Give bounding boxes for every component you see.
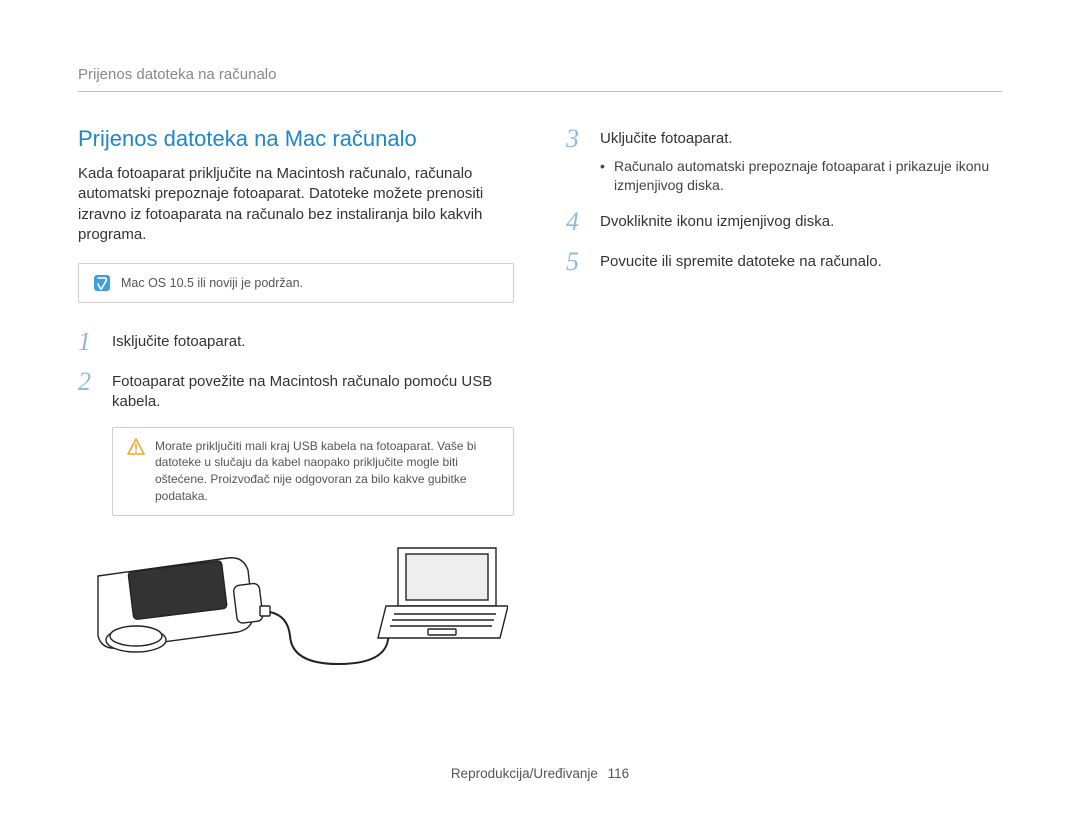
steps-left: 1 Isključite fotoaparat. 2 Fotoaparat po… xyxy=(78,329,514,413)
step-item: 5 Povucite ili spremite datoteke na raču… xyxy=(566,249,1002,275)
step-number: 4 xyxy=(566,209,586,235)
usb-connection-illustration xyxy=(78,536,514,691)
section-title: Prijenos datoteka na Mac računalo xyxy=(78,126,514,152)
step-sublist: Računalo automatski prepoznaje fotoapara… xyxy=(600,157,1002,195)
step-sub-text: Računalo automatski prepoznaje fotoapara… xyxy=(600,157,1002,195)
step-item: 2 Fotoaparat povežite na Macintosh račun… xyxy=(78,369,514,413)
page-footer: Reprodukcija/Uređivanje 116 xyxy=(0,766,1080,781)
footer-text: Reprodukcija/Uređivanje xyxy=(451,766,598,781)
step-item: 3 Uključite fotoaparat. Računalo automat… xyxy=(566,126,1002,195)
warning-box: Morate priključiti mali kraj USB kabela … xyxy=(112,427,514,516)
steps-right: 3 Uključite fotoaparat. Računalo automat… xyxy=(566,126,1002,275)
step-item: 1 Isključite fotoaparat. xyxy=(78,329,514,355)
note-box: Mac OS 10.5 ili noviji je podržan. xyxy=(78,263,514,303)
step-text: Fotoaparat povežite na Macintosh računal… xyxy=(112,369,514,413)
step-text: Isključite fotoaparat. xyxy=(112,329,514,352)
step-number: 1 xyxy=(78,329,98,355)
note-icon xyxy=(93,274,111,292)
left-column: Prijenos datoteka na Mac računalo Kada f… xyxy=(78,126,514,691)
step-text: Dvokliknite ikonu izmjenjivog diska. xyxy=(600,209,1002,232)
right-column: 3 Uključite fotoaparat. Računalo automat… xyxy=(566,126,1002,691)
note-text: Mac OS 10.5 ili noviji je podržan. xyxy=(121,276,303,290)
warning-icon xyxy=(127,438,145,456)
step-body: Uključite fotoaparat. Računalo automatsk… xyxy=(600,126,1002,195)
running-head: Prijenos datoteka na računalo xyxy=(78,66,1002,92)
step-number: 5 xyxy=(566,249,586,275)
step-text: Uključite fotoaparat. xyxy=(600,130,733,147)
content-columns: Prijenos datoteka na Mac računalo Kada f… xyxy=(78,126,1002,691)
step-number: 2 xyxy=(78,369,98,395)
warning-text: Morate priključiti mali kraj USB kabela … xyxy=(155,438,499,505)
step-number: 3 xyxy=(566,126,586,152)
step-text: Povucite ili spremite datoteke na računa… xyxy=(600,249,1002,272)
page-number: 116 xyxy=(608,766,630,781)
page: Prijenos datoteka na računalo Prijenos d… xyxy=(0,0,1080,815)
step-item: 4 Dvokliknite ikonu izmjenjivog diska. xyxy=(566,209,1002,235)
intro-paragraph: Kada fotoaparat priključite na Macintosh… xyxy=(78,164,514,245)
